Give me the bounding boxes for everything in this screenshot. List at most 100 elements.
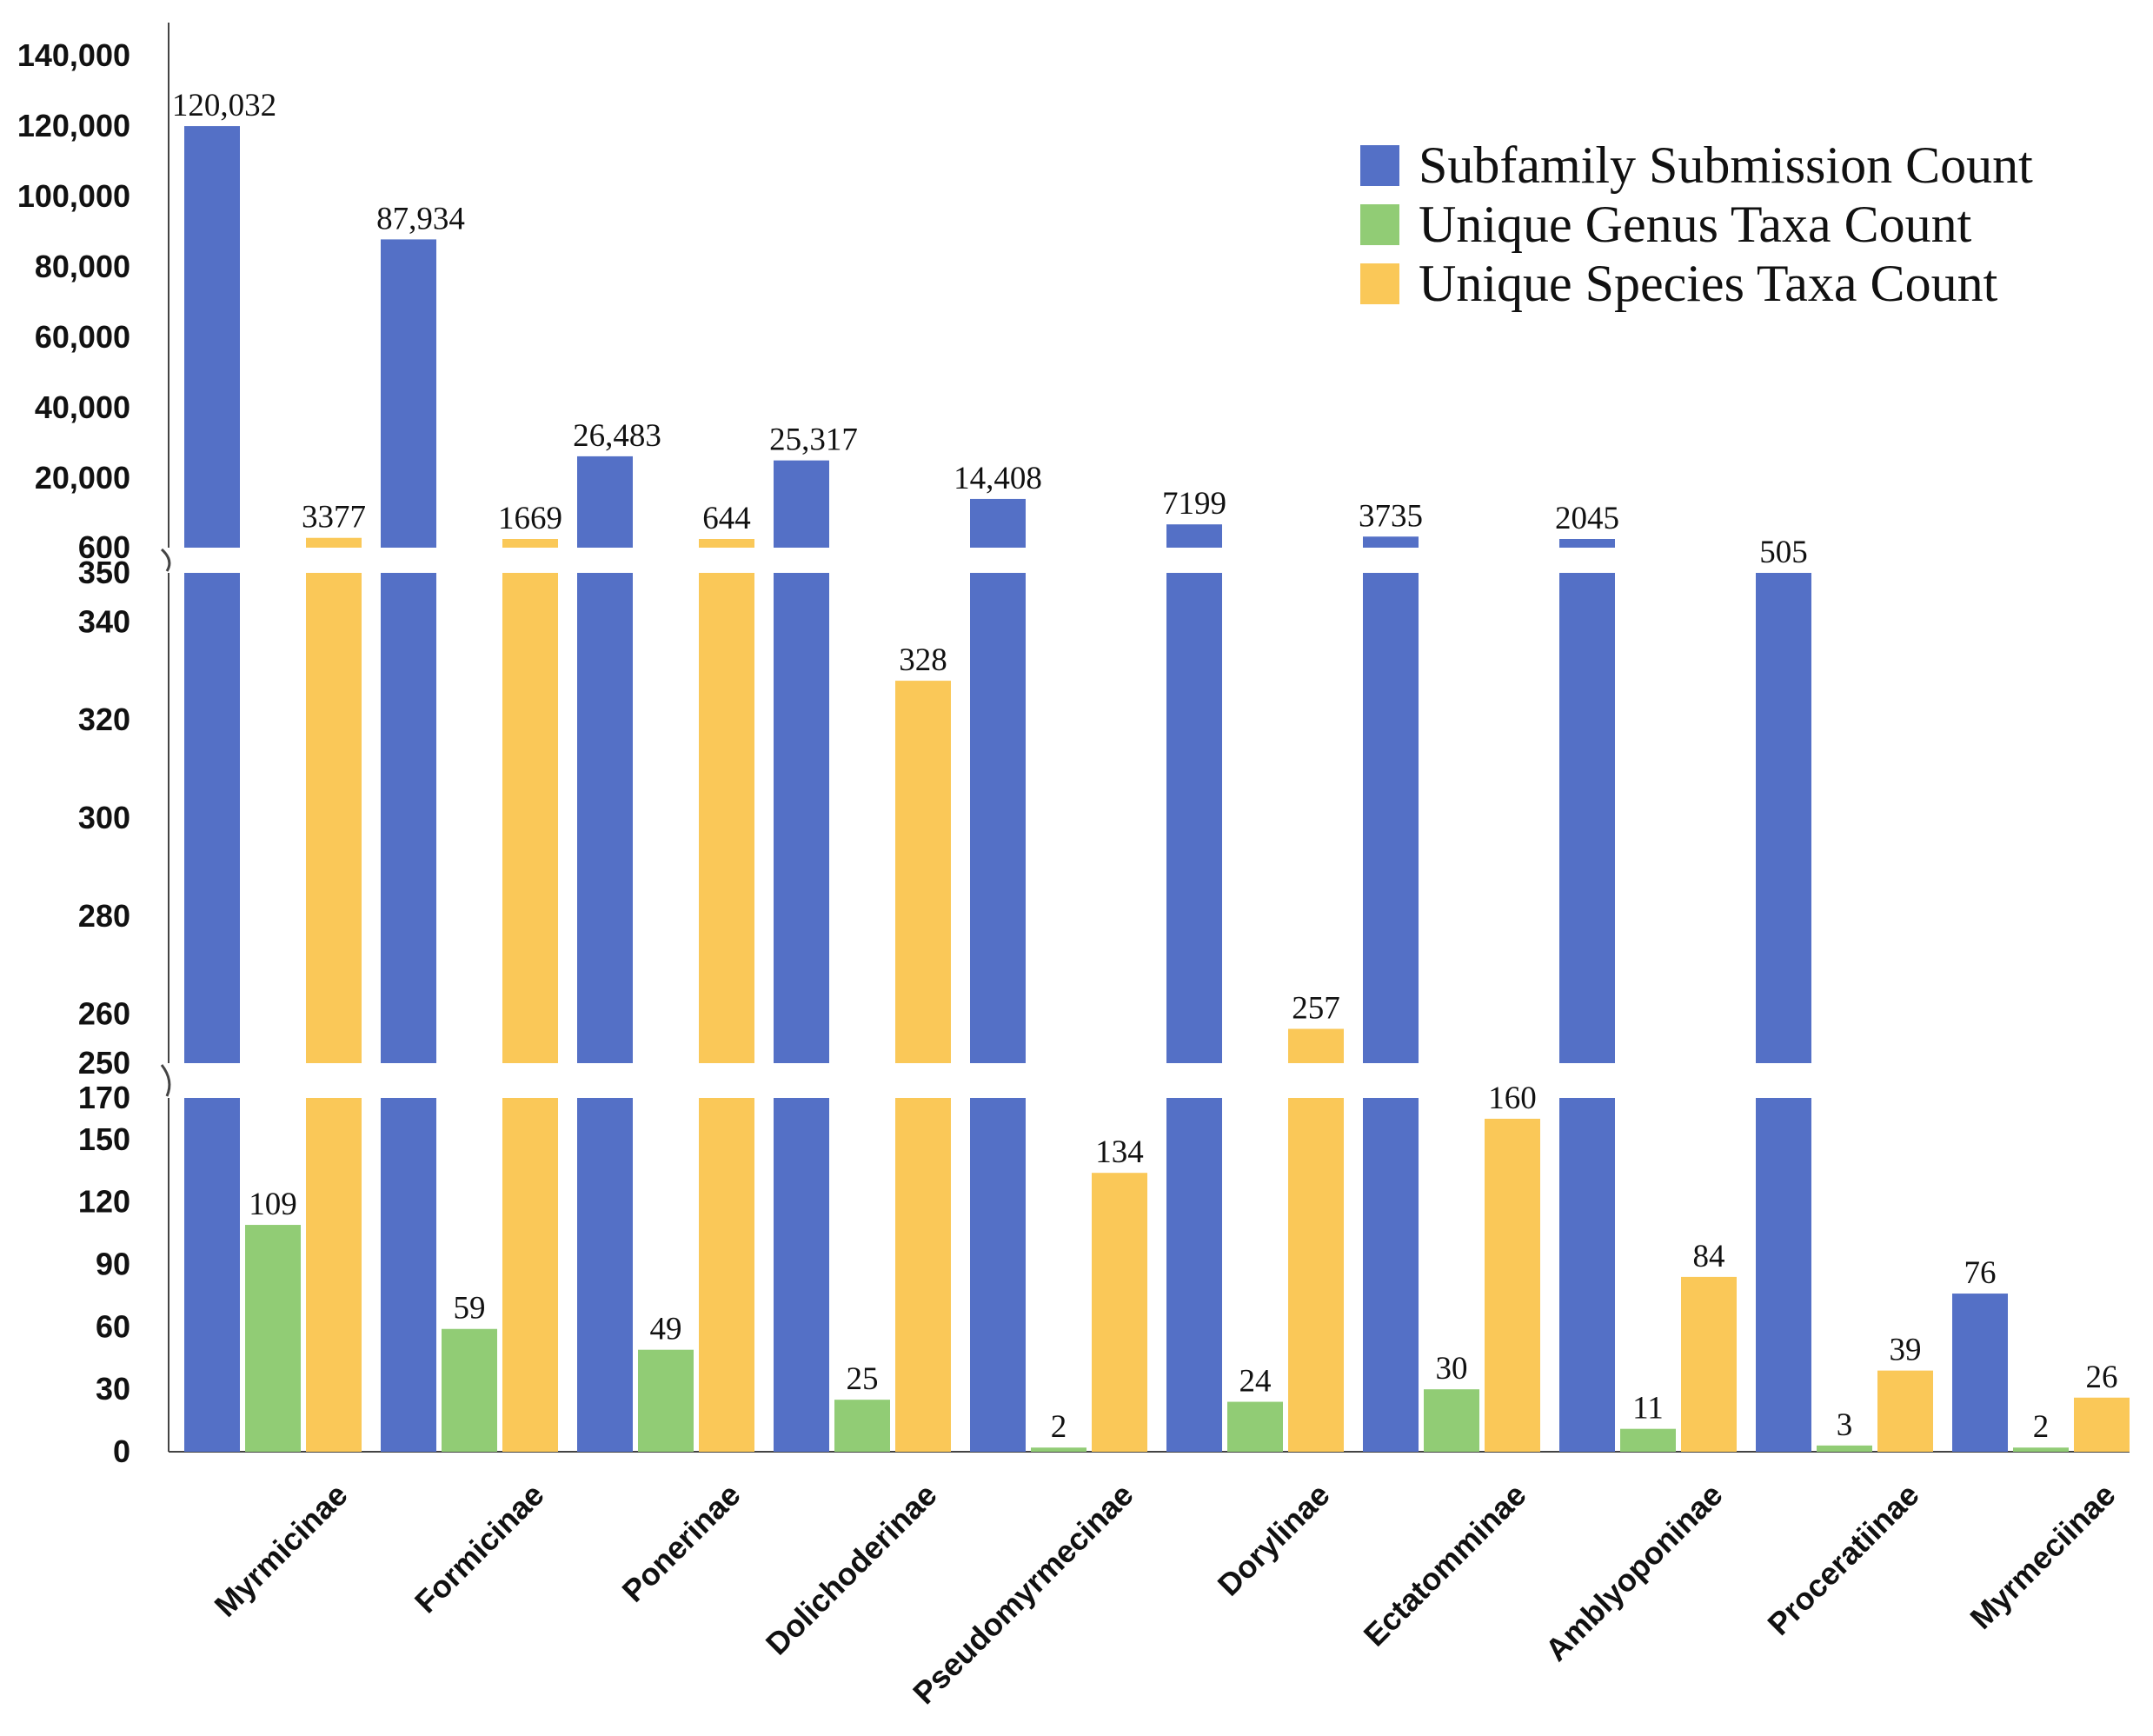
- bar-subfamily-submission-count-dolichoderinae: [774, 460, 829, 548]
- y-tick-label: 30: [96, 1371, 130, 1407]
- y-tick-label: 80,000: [35, 249, 130, 284]
- y-tick-label: 60: [96, 1308, 130, 1344]
- bar-unique-species-taxa-count-dorylinae: [1288, 1098, 1344, 1452]
- bar-unique-genus-taxa-count-dorylinae: [1227, 1401, 1283, 1452]
- legend-swatch-submission: [1360, 145, 1399, 186]
- bar-subfamily-submission-count-dorylinae: [1166, 1098, 1222, 1452]
- data-label: 3: [1837, 1407, 1853, 1443]
- axis-break-mark: [160, 1064, 171, 1097]
- data-label: 14,408: [954, 461, 1042, 496]
- data-label: 87,934: [376, 201, 465, 236]
- y-tick-label: 60,000: [35, 319, 130, 355]
- data-label: 76: [1964, 1255, 1997, 1291]
- y-tick-label: 100,000: [17, 178, 130, 214]
- data-label: 109: [249, 1187, 297, 1222]
- y-tick-label: 40,000: [35, 389, 130, 425]
- data-label: 25: [847, 1361, 879, 1397]
- bar-unique-species-taxa-count-myrmicinae: [306, 573, 362, 1063]
- category-label-pseudomyrmecinae: Pseudomyrmecinae: [906, 1477, 1140, 1712]
- bar-unique-genus-taxa-count-proceratiinae: [1817, 1445, 1872, 1452]
- category-label-formicinae: Formicinae: [408, 1477, 551, 1620]
- category-label-proceratiinae: Proceratiinae: [1760, 1477, 1925, 1642]
- y-tick-label: 320: [78, 702, 130, 737]
- bar-subfamily-submission-count-dorylinae: [1166, 524, 1222, 548]
- bar-unique-species-taxa-count-formicinae: [502, 1098, 558, 1452]
- bar-subfamily-submission-count-proceratiinae: [1756, 1098, 1811, 1452]
- bar-unique-genus-taxa-count-formicinae: [442, 1328, 497, 1452]
- bar-subfamily-submission-count-ectatomminae: [1363, 573, 1419, 1063]
- bar-unique-species-taxa-count-myrmicinae: [306, 537, 362, 548]
- y-tick-label: 140,000: [17, 37, 130, 73]
- bar-subfamily-submission-count-ectatomminae: [1363, 1098, 1419, 1452]
- data-label: 2: [2033, 1409, 2050, 1445]
- bar-subfamily-submission-count-formicinae: [381, 1098, 436, 1452]
- data-label: 7199: [1162, 486, 1226, 522]
- y-tick-label: 170: [78, 1080, 130, 1115]
- data-label: 257: [1292, 991, 1340, 1027]
- y-tick-label: 120,000: [17, 108, 130, 143]
- bar-unique-species-taxa-count-pseudomyrmecinae: [1092, 1173, 1147, 1452]
- y-tick-label: 280: [78, 898, 130, 934]
- bar-subfamily-submission-count-formicinae: [381, 573, 436, 1063]
- bar-subfamily-submission-count-myrmicinae: [184, 126, 240, 548]
- bar-unique-genus-taxa-count-amblyoponinae: [1620, 1428, 1676, 1452]
- bar-subfamily-submission-count-pseudomyrmecinae: [970, 1098, 1026, 1452]
- y-tick-label: 90: [96, 1247, 130, 1282]
- bar-unique-species-taxa-count-dolichoderinae: [895, 681, 951, 1063]
- data-label: 26: [2086, 1360, 2118, 1395]
- bar-subfamily-submission-count-ponerinae: [577, 573, 633, 1063]
- category-label-dolichoderinae: Dolichoderinae: [759, 1477, 944, 1662]
- y-tick-label: 260: [78, 996, 130, 1032]
- category-label-amblyoponinae: Amblyoponinae: [1538, 1477, 1730, 1668]
- data-label: 24: [1239, 1364, 1272, 1400]
- legend-swatch-species: [1360, 263, 1399, 304]
- bar-unique-species-taxa-count-myrmeciinae: [2074, 1397, 2130, 1452]
- data-label: 26,483: [573, 418, 661, 454]
- data-label: 84: [1693, 1239, 1725, 1274]
- legend-swatch-genus: [1360, 204, 1399, 245]
- bar-subfamily-submission-count-dolichoderinae: [774, 573, 829, 1063]
- bar-subfamily-submission-count-dorylinae: [1166, 573, 1222, 1063]
- data-label: 160: [1488, 1081, 1537, 1116]
- data-label: 3377: [302, 500, 366, 535]
- axis-break-mark: [160, 548, 171, 572]
- y-tick-label: 300: [78, 800, 130, 835]
- bar-subfamily-submission-count-formicinae: [381, 239, 436, 548]
- data-label: 3735: [1359, 498, 1423, 534]
- bar-unique-species-taxa-count-ponerinae: [699, 1098, 754, 1452]
- bar-unique-species-taxa-count-ectatomminae: [1485, 1118, 1540, 1452]
- bars: [184, 126, 2130, 1452]
- bar-subfamily-submission-count-myrmicinae: [184, 573, 240, 1063]
- bar-subfamily-submission-count-amblyoponinae: [1559, 1098, 1615, 1452]
- bar-unique-genus-taxa-count-myrmicinae: [245, 1225, 301, 1452]
- data-label: 39: [1890, 1333, 1922, 1368]
- data-label: 1669: [498, 501, 562, 536]
- bar-unique-genus-taxa-count-ectatomminae: [1424, 1389, 1479, 1452]
- bar-unique-species-taxa-count-formicinae: [502, 539, 558, 548]
- data-label: 328: [899, 642, 947, 678]
- bar-subfamily-submission-count-pseudomyrmecinae: [970, 573, 1026, 1063]
- bar-unique-species-taxa-count-myrmicinae: [306, 1098, 362, 1452]
- data-label: 59: [454, 1291, 486, 1327]
- bar-unique-species-taxa-count-ponerinae: [699, 573, 754, 1063]
- category-label-ectatomminae: Ectatomminae: [1357, 1477, 1533, 1653]
- bar-subfamily-submission-count-amblyoponinae: [1559, 573, 1615, 1063]
- legend-label-genus: Unique Genus Taxa Count: [1419, 196, 1972, 253]
- y-tick-label: 20,000: [35, 460, 130, 496]
- bar-unique-genus-taxa-count-pseudomyrmecinae: [1031, 1447, 1086, 1452]
- data-label: 11: [1632, 1391, 1664, 1427]
- bar-unique-species-taxa-count-formicinae: [502, 573, 558, 1063]
- data-label: 2: [1051, 1409, 1067, 1445]
- bar-unique-species-taxa-count-amblyoponinae: [1681, 1276, 1737, 1452]
- bar-subfamily-submission-count-ponerinae: [577, 1098, 633, 1452]
- bar-unique-species-taxa-count-dolichoderinae: [895, 1098, 951, 1452]
- bar-subfamily-submission-count-myrmeciinae: [1952, 1294, 2008, 1452]
- legend-label-submission: Subfamily Submission Count: [1419, 136, 2033, 194]
- bar-subfamily-submission-count-pseudomyrmecinae: [970, 498, 1026, 548]
- legend: Subfamily Submission Count Unique Genus …: [1360, 136, 2033, 312]
- data-label: 25,317: [769, 422, 858, 458]
- bar-subfamily-submission-count-proceratiinae: [1756, 573, 1811, 1063]
- data-label: 134: [1095, 1134, 1144, 1170]
- data-label: 2045: [1555, 501, 1619, 536]
- y-tick-label: 350: [78, 555, 130, 590]
